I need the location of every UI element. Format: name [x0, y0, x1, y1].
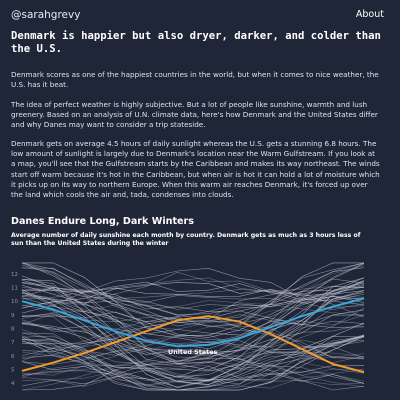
country-line: [22, 362, 364, 375]
y-tick-label: 12: [11, 272, 18, 278]
y-tick-label: 9: [11, 313, 15, 319]
y-tick-label: 5: [11, 368, 15, 374]
chart-title: Danes Endure Long, Dark Winters: [11, 216, 194, 227]
chart-subtitle: Average number of daily sunshine each mo…: [11, 232, 371, 248]
y-tick-label: 8: [11, 327, 15, 333]
y-tick-label: 7: [11, 340, 15, 346]
article-headline: Denmark is happier but also dryer, darke…: [11, 30, 383, 55]
united-states-annotation: United States: [168, 348, 217, 356]
site-brand[interactable]: @sarahgrevy: [11, 9, 80, 21]
top-bar: @sarahgrevy About: [11, 9, 384, 25]
sunshine-line-chart: 12 11 10 9 8 7 6 5 4 United States: [0, 255, 400, 400]
y-tick-label: 11: [11, 286, 18, 292]
paragraph-intro: Denmark scores as one of the happiest co…: [11, 70, 381, 90]
y-axis-ticks: 12 11 10 9 8 7 6 5 4: [11, 272, 18, 387]
y-tick-label: 6: [11, 354, 15, 360]
paragraph-sunlight: Denmark gets on average 4.5 hours of dai…: [11, 139, 381, 200]
paragraph-weather: The idea of perfect weather is highly su…: [11, 100, 381, 131]
country-line: [22, 333, 364, 390]
country-lines-group: [22, 263, 364, 390]
about-link[interactable]: About: [356, 9, 384, 20]
y-tick-label: 10: [11, 299, 18, 305]
y-tick-label: 4: [11, 381, 15, 387]
